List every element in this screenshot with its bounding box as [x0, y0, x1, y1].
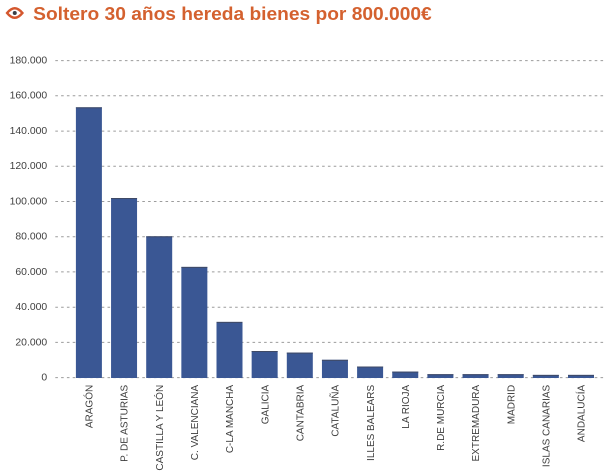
svg-text:40.000: 40.000 [15, 302, 47, 313]
svg-text:80.000: 80.000 [15, 232, 47, 243]
svg-text:LA RIOJA: LA RIOJA [401, 384, 412, 428]
svg-text:CATALUÑA: CATALUÑA [329, 384, 342, 436]
svg-text:EXTREMADURA: EXTREMADURA [471, 384, 482, 461]
svg-text:100.000: 100.000 [10, 196, 48, 207]
svg-text:120.000: 120.000 [10, 161, 48, 172]
svg-text:ANDALUCÍA: ANDALUCÍA [575, 384, 588, 442]
svg-text:0: 0 [41, 373, 47, 384]
svg-text:160.000: 160.000 [10, 91, 48, 102]
svg-text:P. DE ASTURIAS: P. DE ASTURIAS [120, 384, 131, 461]
svg-text:Soltero 30 años hereda bienes: Soltero 30 años hereda bienes por 800.00… [33, 4, 432, 24]
svg-text:C. VALENCIANA: C. VALENCIANA [190, 384, 201, 460]
svg-text:140.000: 140.000 [10, 126, 48, 137]
svg-text:ILLES BALEARS: ILLES BALEARS [366, 384, 377, 460]
svg-text:CASTILLA Y LEÓN: CASTILLA Y LEÓN [153, 385, 166, 471]
svg-text:R.DE MURCIA: R.DE MURCIA [436, 384, 447, 450]
svg-text:CANTABRIA: CANTABRIA [296, 384, 307, 441]
svg-text:ARAGÓN: ARAGÓN [83, 385, 96, 428]
svg-text:ISLAS CANARIAS: ISLAS CANARIAS [542, 384, 553, 467]
svg-text:C-LA MANCHA: C-LA MANCHA [225, 384, 236, 453]
svg-text:GALICIA: GALICIA [260, 384, 271, 424]
svg-text:20.000: 20.000 [15, 337, 47, 348]
svg-text:MADRID: MADRID [506, 385, 517, 424]
svg-text:180.000: 180.000 [10, 56, 48, 67]
svg-text:60.000: 60.000 [15, 267, 47, 278]
